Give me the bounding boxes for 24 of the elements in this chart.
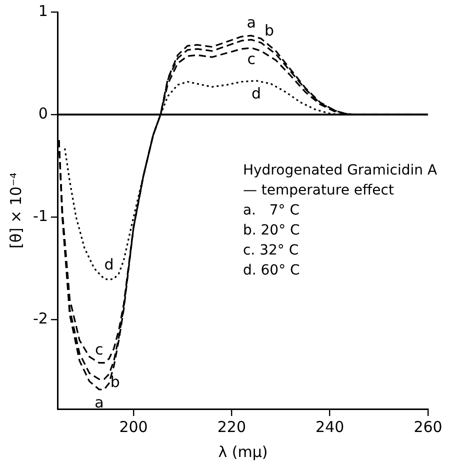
x-tick-label: 220 — [217, 418, 246, 436]
text: c — [95, 340, 104, 359]
series-label: d — [251, 84, 261, 103]
annotation: a. 7° C — [242, 202, 300, 219]
x-tick-label: 260 — [414, 418, 442, 436]
series-label: b — [110, 373, 120, 392]
series-label: a — [94, 393, 104, 412]
y-axis-title: [θ] × 10⁻⁴ — [6, 172, 25, 249]
annotation: b. 20° C — [242, 222, 300, 239]
y-tick-label: 1 — [38, 2, 48, 20]
y-tick-label: 0 — [38, 104, 48, 122]
annotation: d. 60° C — [242, 262, 300, 279]
annotation: c. 32° C — [242, 242, 299, 259]
text: b — [264, 22, 274, 40]
x-tick-label: 200 — [119, 418, 148, 436]
text: a — [246, 13, 256, 32]
x-axis-title: λ (mμ) — [218, 442, 268, 461]
annotation: Hydrogenated Gramicidin A — [242, 162, 438, 179]
y-tick-label: -1 — [32, 207, 48, 226]
text: d — [104, 256, 114, 274]
y-tick-label: -2 — [32, 310, 48, 328]
series-label: c — [247, 50, 256, 68]
annotation: — temperature effect — [242, 182, 394, 199]
x-tick-label: 240 — [316, 418, 344, 436]
